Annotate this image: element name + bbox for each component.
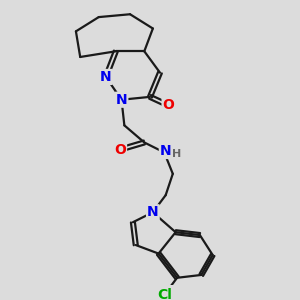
Text: O: O — [114, 142, 126, 157]
Text: N: N — [100, 70, 112, 84]
Text: Cl: Cl — [157, 288, 172, 300]
Text: H: H — [172, 149, 182, 159]
Text: N: N — [147, 205, 159, 219]
Text: N: N — [160, 144, 172, 158]
Text: N: N — [116, 93, 127, 107]
Text: O: O — [163, 98, 175, 112]
